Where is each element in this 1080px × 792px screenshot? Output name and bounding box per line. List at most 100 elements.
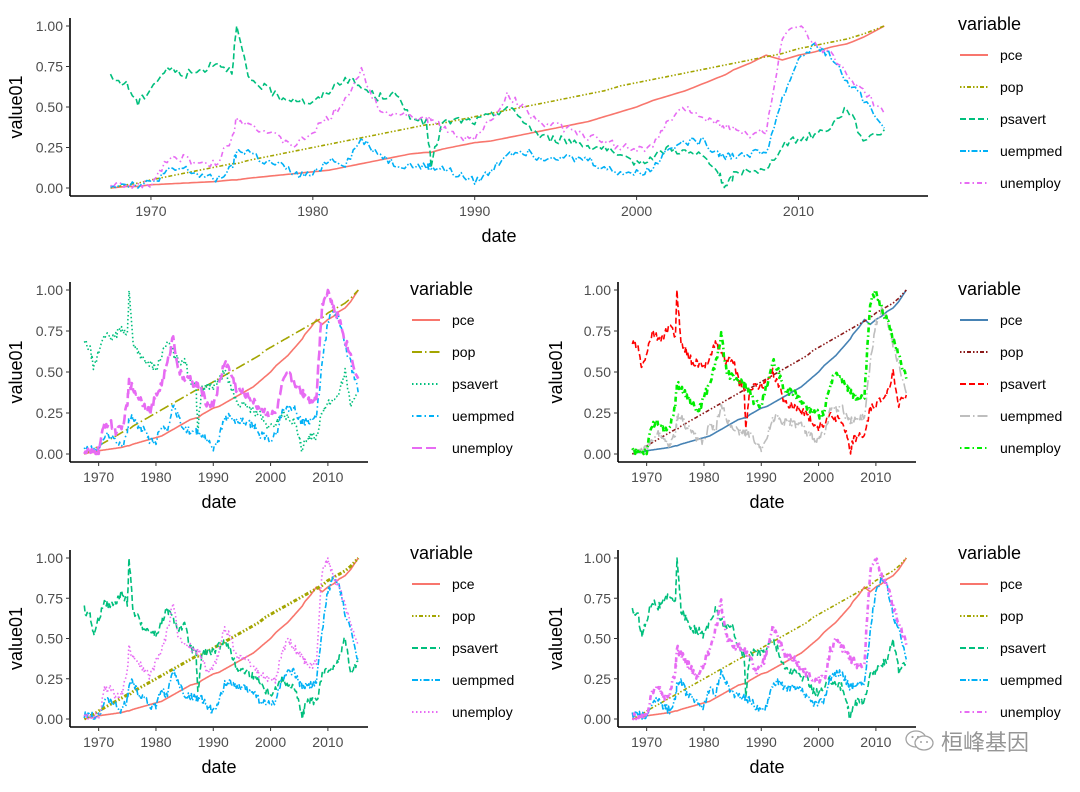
series-line-psavert [83,289,359,453]
legend-item-uempmed: uempmed [960,672,1062,688]
series-line-unemploy [110,25,886,189]
series-line-psavert [109,25,885,189]
legend: variable pce pop psavert uempmed unemploy [410,279,514,456]
y-tick-label: 0.75 [36,59,63,75]
legend-title: variable [410,543,473,563]
x-tick-label: 2000 [621,203,652,219]
legend-label: uempmed [1000,672,1062,688]
legend-item-psavert: psavert [960,376,1046,392]
series-line-pce [84,557,359,720]
x-tick-label: 1970 [83,734,114,750]
legend-label: pop [1000,79,1024,95]
legend-item-pce: pce [412,576,475,592]
legend-label: pce [1000,47,1023,63]
series-line-unemploy [83,288,360,456]
series-line-pce [632,557,907,720]
legend-item-unemploy: unemploy [960,440,1061,456]
x-axis-title: date [481,226,516,246]
y-axis-title: value01 [546,607,566,670]
legend-label: pce [452,576,475,592]
x-tick-label: 2010 [783,203,814,219]
legend: variable pce pop psavert uempmed unemploy [958,279,1062,456]
series-line-psavert [631,557,908,720]
legend-item-psavert: psavert [412,640,498,656]
legend-item-uempmed: uempmed [412,408,514,424]
chart-panel-middle-right: 0.00 0.25 0.50 0.75 1.00 1970 1980 1990 2000 2010… [540,270,1080,532]
legend-item-uempmed: uempmed [960,408,1062,424]
x-tick-label: 1970 [83,469,114,485]
legend-label: pce [1000,576,1023,592]
x-axis-title: date [201,757,236,777]
series-line-uempmed [631,306,908,455]
y-tick-label: 1.00 [584,550,611,566]
legend-label: unemploy [1000,440,1061,456]
y-tick-label: 1.00 [36,282,63,298]
legend-label: psavert [1000,640,1046,656]
series-line-pop [83,289,359,455]
legend-item-uempmed: uempmed [412,672,514,688]
y-tick-label: 0.75 [36,323,63,339]
legend-item-psavert: psavert [960,111,1046,127]
series-line-unemploy [631,557,908,721]
y-tick-label: 1.00 [584,282,611,298]
chart-panel-top: 0.00 0.25 0.50 0.75 1.00 1970 1980 1990 2000 2010… [0,0,1080,262]
y-tick-label: 0.00 [36,711,63,727]
legend-title: variable [958,543,1021,563]
legend-item-pce: pce [960,312,1023,328]
legend-label: pop [452,344,476,360]
chart-panel-middle-left: 0.00 0.25 0.50 0.75 1.00 1970 1980 1990 2000 2010… [0,270,540,532]
y-axis-title: value01 [6,75,26,138]
x-tick-label: 1980 [297,203,328,219]
legend-label: uempmed [452,408,514,424]
legend: variable pce pop psavert uempmed unemploy [958,543,1062,720]
legend-label: pop [1000,344,1024,360]
legend-label: pce [1000,312,1023,328]
series-line-uempmed [631,574,908,720]
legend-item-pop: pop [960,608,1024,624]
legend-label: uempmed [452,672,514,688]
y-tick-label: 1.00 [36,550,63,566]
legend-label: psavert [452,376,498,392]
chart-svg: 0.00 0.25 0.50 0.75 1.00 1970 1980 1990 2000 2010… [546,279,1062,512]
series-line-psavert [83,557,359,720]
series-line-psavert [631,289,908,455]
y-axis-title: value01 [6,607,26,670]
chart-svg: 0.00 0.25 0.50 0.75 1.00 1970 1980 1990 2000 2010… [6,279,514,512]
series-line-pop [631,289,907,455]
legend-item-psavert: psavert [412,376,498,392]
y-tick-label: 0.00 [36,446,63,462]
y-tick-label: 0.50 [36,631,63,647]
legend-item-unemploy: unemploy [412,704,513,720]
series-line-pop [110,25,885,189]
x-tick-label: 1970 [631,734,662,750]
y-tick-label: 0.75 [584,590,611,606]
legend-label: unemploy [452,704,513,720]
series-line-uempmed [83,306,360,454]
chart-panel-bottom-right: 0.00 0.25 0.50 0.75 1.00 1970 1980 1990 2000 2010… [540,534,1080,787]
x-tick-label: 2010 [312,734,343,750]
y-tick-label: 0.25 [584,671,611,687]
x-tick-label: 1970 [631,469,662,485]
legend-label: psavert [1000,376,1046,392]
series-line-pop [83,556,360,721]
legend-item-pop: pop [412,344,476,360]
chart-svg: 0.00 0.25 0.50 0.75 1.00 1970 1980 1990 2000 2010… [6,14,1062,246]
legend-item-pop: pop [960,344,1024,360]
y-tick-label: 0.75 [36,590,63,606]
legend-label: psavert [1000,111,1046,127]
legend-item-unemploy: unemploy [960,175,1061,191]
legend-item-unemploy: unemploy [960,704,1061,720]
legend-label: uempmed [1000,143,1062,159]
x-axis-title: date [201,492,236,512]
legend-item-pop: pop [960,79,1024,95]
y-tick-label: 0.50 [584,364,611,380]
legend-label: psavert [452,640,498,656]
x-tick-label: 2000 [803,734,834,750]
legend: variable pce pop psavert uempmed unemploy [410,543,514,720]
x-tick-label: 2000 [255,734,286,750]
legend-item-unemploy: unemploy [412,440,513,456]
x-tick-label: 1980 [140,469,171,485]
legend-label: unemploy [1000,175,1061,191]
legend-item-uempmed: uempmed [960,143,1062,159]
legend-item-psavert: psavert [960,640,1046,656]
